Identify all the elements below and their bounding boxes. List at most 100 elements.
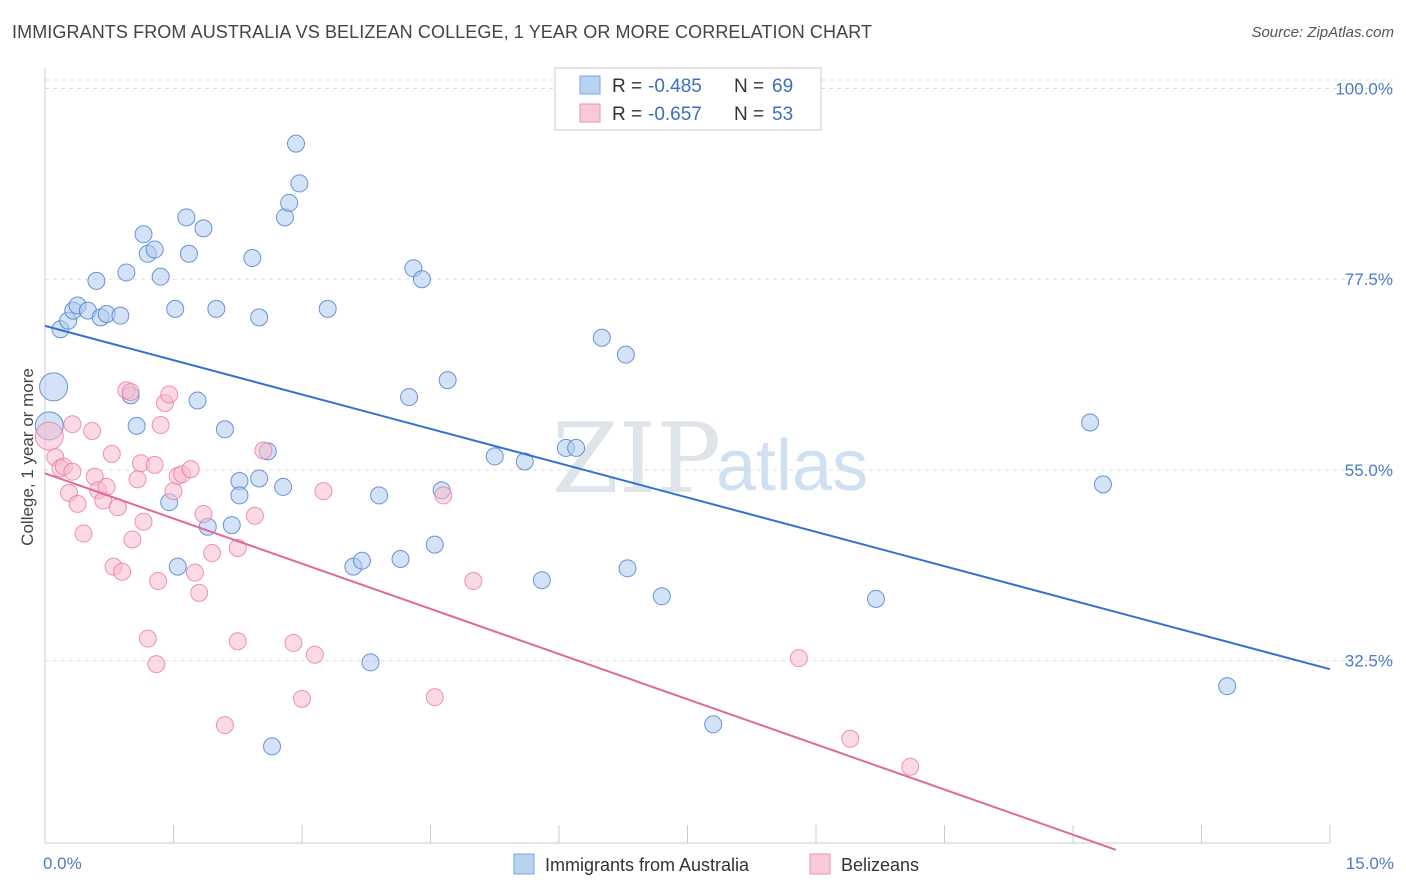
grid-lines (45, 79, 1395, 662)
australia-point (567, 438, 586, 457)
australia-point (515, 452, 534, 471)
legend-r-label-0: R = (612, 76, 642, 97)
australia-point (400, 388, 419, 407)
bottom-legend-label-0: Immigrants from Australia (545, 855, 750, 875)
watermark: ZIP atlas (552, 403, 868, 515)
australia-point (117, 263, 136, 282)
bottom-legend: Immigrants from Australia Belizeans (513, 853, 919, 875)
bottom-legend-label-1: Belizeans (841, 855, 919, 875)
belizean-point (254, 441, 273, 460)
belizean-point (102, 444, 121, 463)
legend-r-value-0: -0.485 (648, 76, 702, 97)
chart-title: IMMIGRANTS FROM AUSTRALIA VS BELIZEAN CO… (12, 22, 873, 42)
australia-point (361, 653, 380, 672)
belizean-point (63, 462, 82, 481)
australia-point (127, 416, 146, 435)
belizean-point (190, 583, 209, 602)
australia-point (134, 225, 153, 244)
belizean-point (841, 729, 860, 748)
x-tick-label-min: 0.0% (43, 854, 82, 873)
belizean-point (228, 538, 247, 557)
belizean-point (128, 470, 147, 489)
belizean-point (194, 505, 213, 524)
legend-r-label-1: R = (612, 104, 642, 125)
australia-point (352, 551, 371, 570)
legend-box: R = -0.485 N = 69 R = -0.657 N = 53 (554, 67, 822, 131)
belizean-point (151, 416, 170, 435)
belizean-point (215, 716, 234, 735)
belizean-point (134, 512, 153, 531)
belizean-point (314, 482, 333, 501)
x-axis-ticks (44, 825, 1331, 843)
belizean-point (121, 382, 140, 401)
australia-point (438, 371, 457, 390)
legend-n-label-1: N = (734, 104, 764, 125)
belizean-point (293, 689, 311, 708)
australia-point (652, 587, 671, 606)
australia-point (287, 134, 306, 153)
australia-point (1081, 413, 1100, 432)
australia-point (207, 299, 226, 318)
trend-lines (44, 324, 1331, 851)
australia-point (39, 372, 69, 402)
belizean-point (160, 385, 179, 404)
australia-point (87, 271, 106, 290)
y-tick-label: 77.5% (1345, 270, 1393, 289)
belizean-point (123, 530, 142, 549)
y-axis-label: College, 1 year or more (18, 368, 37, 546)
australia-point (151, 267, 170, 286)
x-tick-label-max: 15.0% (1346, 854, 1394, 873)
australia-point (532, 571, 551, 590)
australia-point (177, 208, 196, 227)
australia-point (111, 306, 130, 325)
belizean-point (245, 506, 264, 525)
australia-point (866, 589, 885, 608)
trend-line-australia (44, 324, 1331, 671)
belizean-point (181, 460, 200, 479)
australia-point (1218, 677, 1237, 696)
australia-point (318, 299, 337, 318)
belizean-point (164, 482, 183, 501)
australia-point (280, 193, 299, 212)
y-tick-label: 32.5% (1345, 652, 1393, 671)
legend-n-value-1: 53 (772, 104, 793, 125)
belizean-point (185, 563, 204, 582)
belizean-point (145, 455, 164, 474)
australia-point (274, 477, 293, 496)
australia-point (290, 174, 309, 193)
australia-point (250, 308, 269, 327)
australia-point (188, 391, 207, 410)
trend-line-belizeans (44, 472, 1117, 851)
australia-point (215, 420, 234, 439)
australia-point (222, 516, 241, 535)
chart-source: Source: ZipAtlas.com (1251, 24, 1394, 41)
belizean-point (284, 633, 303, 652)
australia-point (618, 559, 637, 578)
belizean-point (901, 757, 920, 776)
australia-point (425, 535, 444, 554)
australia-point (145, 240, 164, 259)
australia-point (391, 549, 410, 568)
belizean-point (434, 486, 453, 505)
legend-n-value-0: 69 (772, 76, 793, 97)
belizean-point (147, 655, 166, 674)
belizean-point (138, 629, 157, 648)
belizean-point (63, 415, 82, 434)
australia-point (263, 737, 282, 756)
belizean-point (34, 421, 64, 451)
australia-point (616, 345, 635, 364)
australia-point (243, 249, 262, 268)
australia-point (485, 447, 504, 466)
watermark-zip: ZIP (552, 403, 721, 515)
australia-point (370, 486, 389, 505)
bottom-legend-swatch-pink (809, 853, 831, 875)
legend-n-label-0: N = (734, 76, 764, 97)
australia-point (592, 328, 611, 347)
legend-swatch-blue (579, 75, 601, 95)
belizean-point (789, 649, 808, 668)
australia-point (412, 270, 431, 289)
australia-point (166, 299, 185, 318)
belizean-point (305, 645, 324, 664)
belizean-point (83, 421, 102, 440)
